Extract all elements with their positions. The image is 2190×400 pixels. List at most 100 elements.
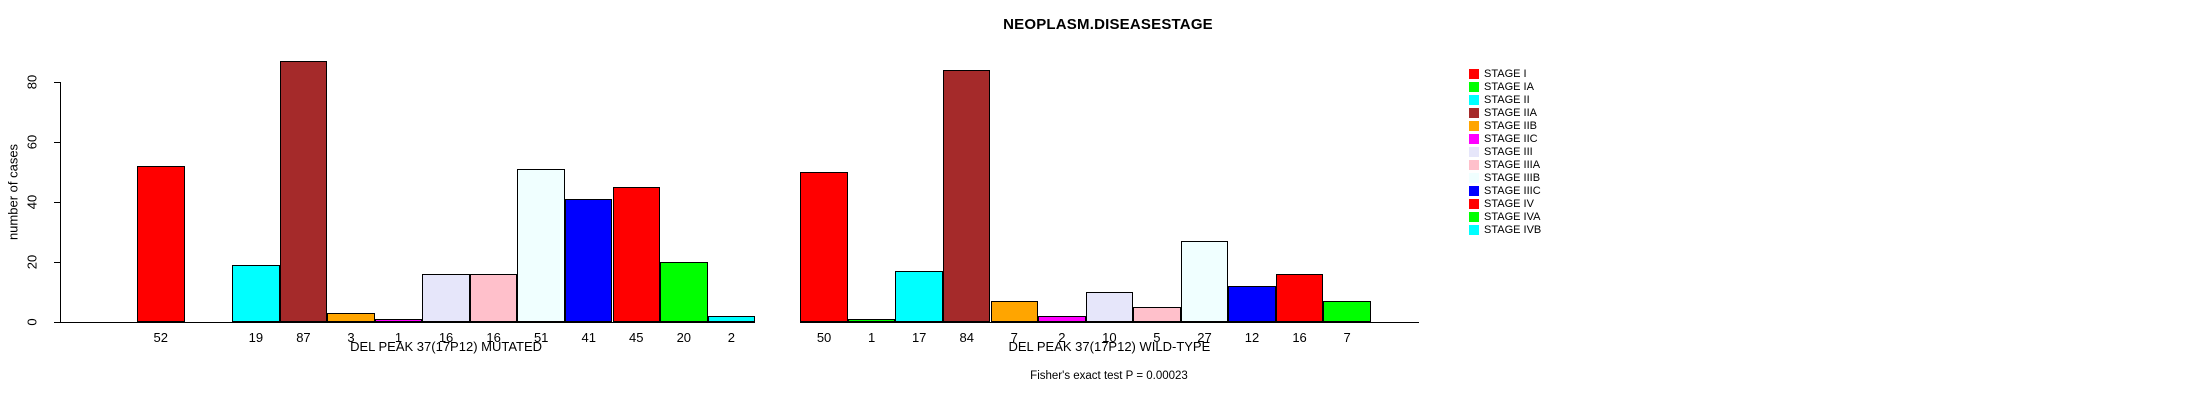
- legend-swatch: [1469, 133, 1479, 144]
- legend-label: STAGE IIIA: [1484, 158, 1541, 171]
- bar-wt-stage-iva: [1323, 301, 1371, 322]
- bar-mut-stage-iiic: [564, 199, 613, 322]
- x-axis-line-wild-type: [800, 322, 1419, 323]
- bar-value-label: 45: [629, 330, 644, 345]
- bar-mut-stage-iia: [279, 61, 328, 322]
- legend-item: STAGE III: [1469, 145, 1541, 158]
- legend-swatch: [1469, 146, 1479, 157]
- bar-value-label: 7: [1343, 330, 1351, 345]
- legend-label: STAGE IIIC: [1484, 184, 1541, 197]
- bar-value-label: 50: [816, 330, 832, 345]
- bar-value-label: 52: [153, 330, 168, 345]
- bar-value-label: 7: [1010, 330, 1018, 345]
- legend-swatch: [1469, 94, 1479, 105]
- legend-item: STAGE IIIC: [1469, 184, 1541, 197]
- legend-label: STAGE III: [1484, 145, 1533, 158]
- legend-item: STAGE IIIA: [1469, 158, 1541, 171]
- bar-wt-stage-ii: [895, 271, 943, 322]
- bar-wt-stage-iiia: [1133, 307, 1181, 322]
- legend-swatch: [1469, 185, 1479, 196]
- bar-value-label: 2: [1058, 330, 1066, 345]
- bar-value-label: 5: [1153, 330, 1161, 345]
- bar-mut-stage-ii: [232, 265, 280, 322]
- bar-wt-stage-iii: [1085, 292, 1134, 322]
- bar-value-label: 16: [438, 330, 454, 345]
- bar-mut-stage-iib: [327, 313, 375, 322]
- legend-label: STAGE II: [1484, 93, 1530, 106]
- bar-mut-stage-iiia: [469, 274, 518, 322]
- bar-value-label: 2: [727, 330, 735, 345]
- legend-label: STAGE IA: [1484, 80, 1534, 93]
- fisher-test-text: Fisher's exact test P = 0.00023: [1030, 370, 1188, 382]
- bar-value-label: 10: [1102, 330, 1117, 345]
- bar-value-label: 12: [1244, 330, 1260, 345]
- bar-wt-stage-iiic: [1228, 286, 1276, 322]
- legend-label: STAGE IIIB: [1484, 171, 1541, 184]
- x-axis-title-mutated: DEL PEAK 37(17P12) MUTATED: [350, 339, 543, 354]
- bar-value-label: 20: [676, 330, 692, 345]
- bar-mut-stage-i: [137, 166, 185, 322]
- legend-item: STAGE IV: [1469, 197, 1541, 210]
- bar-value-label: 16: [1292, 330, 1307, 345]
- legend-label: STAGE IVA: [1484, 211, 1541, 224]
- legend-swatch: [1469, 107, 1479, 118]
- y-axis-label: number of cases: [5, 143, 21, 241]
- legend-item: STAGE IIA: [1469, 106, 1541, 119]
- bar-value-label: 16: [486, 330, 501, 345]
- legend-label: STAGE IIC: [1484, 132, 1538, 145]
- bar-mut-stage-iv: [612, 187, 661, 322]
- bar-wt-stage-iib: [990, 301, 1039, 322]
- bar-wt-stage-iia: [942, 70, 991, 322]
- x-axis-title-wild-type: DEL PEAK 37(17P12) WILD-TYPE: [1008, 339, 1211, 354]
- legend-label: STAGE I: [1484, 67, 1527, 80]
- y-axis-line: [60, 82, 61, 323]
- bar-value-label: 17: [911, 330, 927, 345]
- bar-mut-stage-iiib: [517, 169, 565, 322]
- bar-mut-stage-iva: [660, 262, 708, 322]
- y-tick-label: 60: [24, 134, 40, 150]
- legend-label: STAGE IVB: [1484, 224, 1542, 237]
- legend-item: STAGE IVA: [1469, 211, 1541, 224]
- x-axis-line-mutated: [60, 322, 755, 323]
- legend-item: STAGE IIC: [1469, 132, 1541, 145]
- bar-wt-stage-i: [800, 172, 848, 322]
- bar-wt-stage-ia: [847, 319, 896, 322]
- legend: STAGE I STAGE IA STAGE II STAGE IIA STAGE II…: [1469, 67, 1541, 237]
- bar-wt-stage-iic: [1038, 316, 1086, 322]
- legend-label: STAGE IIB: [1484, 119, 1537, 132]
- bar-mut-stage-iic: [374, 319, 423, 322]
- bar-value-label: 84: [959, 330, 974, 345]
- legend-swatch: [1469, 198, 1479, 209]
- bar-value-label: 19: [248, 330, 264, 345]
- legend-swatch: [1469, 225, 1479, 236]
- y-tick-label: 20: [24, 254, 40, 270]
- legend-swatch: [1469, 172, 1479, 183]
- bar-value-label: 1: [394, 330, 403, 345]
- bar-wt-stage-iiib: [1180, 241, 1229, 322]
- chart-title: NEOPLASM.DISEASESTAGE: [1003, 16, 1213, 33]
- legend-item: STAGE IVB: [1469, 224, 1541, 237]
- legend-item: STAGE IIIB: [1469, 171, 1541, 184]
- legend-swatch: [1469, 68, 1479, 79]
- legend-item: STAGE IIB: [1469, 119, 1541, 132]
- bar-value-label: 87: [296, 330, 311, 345]
- bar-mut-stage-ivb: [707, 316, 756, 322]
- y-tick: [54, 142, 60, 143]
- bar-wt-stage-iv: [1275, 274, 1324, 322]
- bar-value-label: 41: [581, 330, 596, 345]
- y-tick-label: 80: [24, 74, 40, 90]
- legend-swatch: [1469, 159, 1479, 170]
- legend-item: STAGE IA: [1469, 80, 1541, 93]
- legend-item: STAGE II: [1469, 93, 1541, 106]
- bar-value-label: 1: [868, 330, 876, 345]
- bar-value-label: 3: [347, 330, 355, 345]
- y-tick: [54, 202, 60, 203]
- y-tick: [54, 262, 60, 263]
- legend-item: STAGE I: [1469, 67, 1541, 80]
- legend-swatch: [1469, 81, 1479, 92]
- bar-value-label: 51: [533, 330, 549, 345]
- y-tick: [54, 322, 60, 323]
- y-tick: [54, 82, 60, 83]
- legend-swatch: [1469, 212, 1479, 223]
